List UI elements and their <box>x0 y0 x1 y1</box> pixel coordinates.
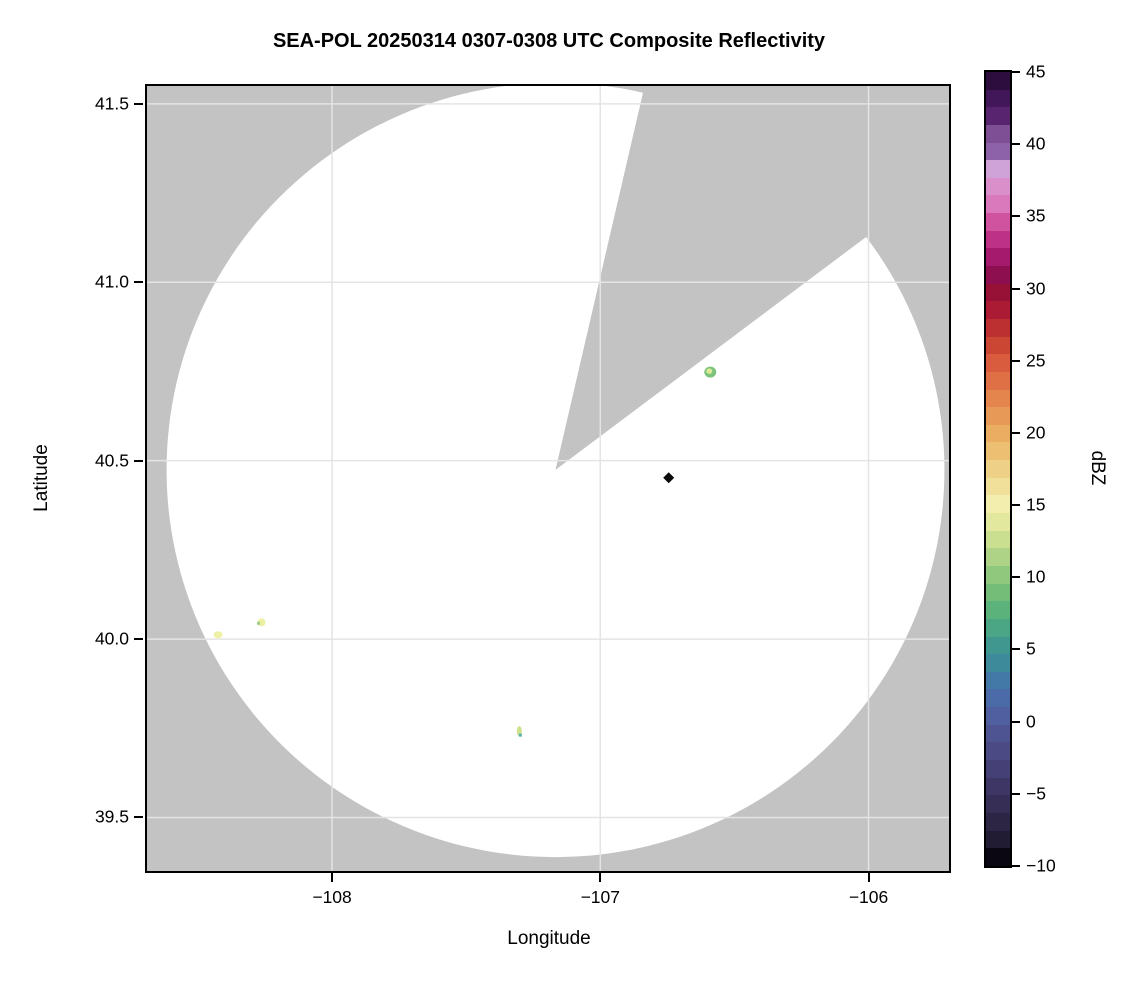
colorbar-band <box>986 195 1010 214</box>
colorbar-band <box>986 266 1010 284</box>
colorbar-band <box>986 177 1010 196</box>
y-tick-label: 39.5 <box>94 806 129 827</box>
y-axis-label: Latitude <box>31 444 52 512</box>
x-tick-mark <box>331 873 334 882</box>
colorbar-tick-mark <box>1012 792 1020 795</box>
colorbar-tick-label: 5 <box>1026 638 1036 659</box>
colorbar-band <box>986 318 1010 337</box>
colorbar-tick-mark <box>1012 865 1020 867</box>
colorbar-band <box>986 636 1010 655</box>
colorbar-tick-label: −5 <box>1026 783 1046 804</box>
reflectivity-echo-accent <box>257 621 261 625</box>
reflectivity-echo-accent <box>518 733 522 737</box>
y-tick-mark <box>134 816 143 819</box>
colorbar <box>984 70 1012 868</box>
colorbar-tick-mark <box>1012 215 1020 218</box>
colorbar-band <box>986 336 1010 355</box>
colorbar-band <box>986 389 1010 408</box>
colorbar-band <box>986 654 1010 672</box>
reflectivity-echo-core <box>706 368 713 374</box>
colorbar-tick-mark <box>1012 143 1020 146</box>
colorbar-tick-mark <box>1012 720 1020 723</box>
colorbar-tick-mark <box>1012 287 1020 290</box>
colorbar-band <box>986 759 1010 778</box>
colorbar-band <box>986 477 1010 496</box>
colorbar-tick-label: 0 <box>1026 710 1036 731</box>
colorbar-tick-label: 45 <box>1026 61 1046 82</box>
colorbar-band <box>986 89 1010 108</box>
y-tick-mark <box>134 102 143 105</box>
colorbar-band <box>986 618 1010 637</box>
colorbar-tick-mark <box>1012 359 1020 362</box>
colorbar-tick-label: 35 <box>1026 205 1046 226</box>
radar-scan-area <box>166 86 945 858</box>
colorbar-tick-mark <box>1012 576 1020 579</box>
colorbar-tick-label: 20 <box>1026 422 1046 443</box>
colorbar-band <box>986 742 1010 760</box>
colorbar-band <box>986 513 1010 531</box>
colorbar-band <box>986 460 1010 478</box>
y-tick-mark <box>134 638 143 641</box>
colorbar-band <box>986 72 1010 90</box>
colorbar-tick-label: 40 <box>1026 133 1046 154</box>
y-tick-label: 40.0 <box>94 628 129 649</box>
colorbar-band <box>986 230 1010 249</box>
colorbar-band <box>986 301 1010 319</box>
colorbar-band <box>986 371 1010 390</box>
y-tick-mark <box>134 281 143 284</box>
plot-area <box>145 84 951 873</box>
reflectivity-echo <box>213 631 223 639</box>
colorbar-band <box>986 601 1010 619</box>
colorbar-band <box>986 777 1010 796</box>
x-axis-label: Longitude <box>507 928 591 949</box>
colorbar-band <box>986 124 1010 143</box>
y-tick-mark <box>134 459 143 462</box>
colorbar-band <box>986 707 1010 725</box>
y-tick-label: 41.0 <box>94 271 129 292</box>
colorbar-band <box>986 160 1010 178</box>
colorbar-band <box>986 795 1010 813</box>
colorbar-band <box>986 848 1010 866</box>
x-tick-label: −106 <box>848 887 889 907</box>
colorbar-tick-mark <box>1012 648 1020 651</box>
colorbar-band <box>986 142 1010 161</box>
colorbar-tick-label: 30 <box>1026 277 1046 298</box>
chart-title: SEA-POL 20250314 0307-0308 UTC Composite… <box>272 30 826 52</box>
colorbar-band <box>986 724 1010 743</box>
colorbar-band <box>986 830 1010 849</box>
x-tick-mark <box>599 873 602 882</box>
x-tick-label: −108 <box>312 887 352 907</box>
colorbar-tick-label: 10 <box>1026 566 1046 587</box>
colorbar-tick-label: −10 <box>1026 855 1056 876</box>
x-tick-mark <box>867 873 870 882</box>
colorbar-tick-mark <box>1012 431 1020 434</box>
colorbar-band <box>986 442 1010 461</box>
colorbar-band <box>986 354 1010 372</box>
y-tick-label: 40.5 <box>94 449 129 470</box>
site-marker-diamond <box>663 472 675 484</box>
colorbar-tick-label: 15 <box>1026 494 1046 515</box>
colorbar-band <box>986 583 1010 602</box>
colorbar-band <box>986 548 1010 566</box>
colorbar-band <box>986 495 1010 514</box>
colorbar-band <box>986 407 1010 425</box>
y-tick-label: 41.5 <box>94 93 129 114</box>
colorbar-band <box>986 107 1010 125</box>
colorbar-band <box>986 248 1010 267</box>
colorbar-band <box>986 424 1010 443</box>
colorbar-band <box>986 689 1010 708</box>
colorbar-label: dBZ <box>1087 450 1108 486</box>
colorbar-band <box>986 565 1010 584</box>
colorbar-band <box>986 283 1010 302</box>
colorbar-band <box>986 812 1010 831</box>
colorbar-tick-mark <box>1012 71 1020 73</box>
colorbar-band <box>986 530 1010 549</box>
colorbar-tick-mark <box>1012 504 1020 507</box>
colorbar-band <box>986 671 1010 690</box>
x-tick-label: −107 <box>580 887 621 907</box>
radar-coverage-map <box>147 86 949 871</box>
colorbar-tick-label: 25 <box>1026 349 1046 370</box>
colorbar-band <box>986 213 1010 231</box>
